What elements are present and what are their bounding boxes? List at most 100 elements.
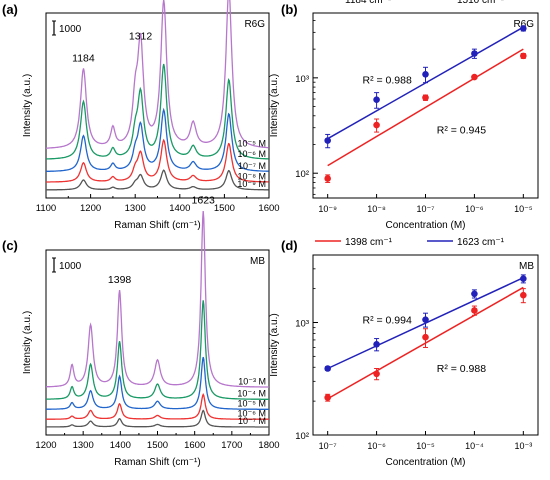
spectrum-label-0-4: 10⁻⁹ M xyxy=(237,179,266,189)
panel-label-0: (a) xyxy=(2,2,18,17)
r2-annotation-3-1: R² = 0.994 xyxy=(363,314,412,326)
peak-label-2-1: 1623 xyxy=(192,194,216,206)
data-point-1-0-1 xyxy=(373,121,380,129)
x-tick-label-1-0: 10⁻⁹ xyxy=(318,204,337,214)
spectrum-line-2-1 xyxy=(46,300,269,400)
spectrum-label-0-1: 10⁻⁶ M xyxy=(238,149,266,159)
peak-label-2-0: 1398 xyxy=(108,274,132,286)
panel-label-2: (c) xyxy=(2,238,18,253)
scale-bar-label-2: 1000 xyxy=(59,261,82,272)
spectrum-label-2-4: 10⁻⁷ M xyxy=(238,416,266,426)
scale-bar-label-0: 1000 xyxy=(59,24,82,35)
data-point-3-1-1 xyxy=(373,341,380,348)
data-point-3-0-3 xyxy=(471,307,478,314)
spectrum-label-2-2: 10⁻⁵ M xyxy=(238,398,267,408)
spectrum-label-0-2: 10⁻⁷ M xyxy=(238,161,266,171)
x-tick-label-3-3: 10⁻⁴ xyxy=(465,441,484,451)
panel-label-1: (b) xyxy=(281,2,298,17)
x-tick-label-0-2: 1300 xyxy=(125,203,146,214)
corner-label-2: MB xyxy=(250,256,265,267)
y-axis-label-3: Intensity (a.u.) xyxy=(269,313,280,376)
spectrum-label-0-0: 10⁻⁵ M xyxy=(238,138,267,148)
legend-label-3-1: 1623 cm⁻¹ xyxy=(457,237,505,248)
y-axis-label-1: Intensity (a.u.) xyxy=(269,74,280,137)
spectrum-line-2-2 xyxy=(46,356,269,410)
data-point-1-1-0 xyxy=(324,137,331,144)
x-tick-label-0-3: 1400 xyxy=(169,203,190,214)
y-axis-label-2: Intensity (a.u.) xyxy=(22,311,33,374)
plot-frame-1 xyxy=(312,12,539,199)
y-tick-label-1-0: 10² xyxy=(295,169,309,180)
data-point-1-1-4 xyxy=(520,25,527,32)
data-point-3-0-1 xyxy=(373,370,380,378)
panel-label-3: (d) xyxy=(281,238,298,253)
x-tick-label-2-5: 1700 xyxy=(221,440,242,451)
x-tick-label-2-0: 1200 xyxy=(35,440,56,451)
x-tick-label-2-4: 1600 xyxy=(184,440,205,451)
data-point-1-1-2 xyxy=(422,70,429,78)
x-axis-label-2: Raman Shift (cm⁻¹) xyxy=(114,457,200,468)
spectrum-line-0-3 xyxy=(46,138,269,183)
y-axis-label-0: Intensity (a.u.) xyxy=(22,74,33,137)
peak-label-0-1: 1312 xyxy=(129,31,153,43)
data-point-3-1-3 xyxy=(471,290,478,298)
spectrum-line-0-0 xyxy=(45,0,269,149)
legend-label-1-1: 1510 cm⁻¹ xyxy=(457,0,505,6)
x-tick-label-0-5: 1600 xyxy=(258,203,279,214)
spectrum-label-0-3: 10⁻⁸ M xyxy=(237,171,266,181)
spectrum-label-2-3: 10⁻⁶ M xyxy=(238,408,266,418)
spectrum-line-0-4 xyxy=(46,169,269,191)
corner-label-0: R6G xyxy=(244,19,265,30)
spectrum-line-2-3 xyxy=(46,393,270,420)
x-tick-label-0-4: 1500 xyxy=(214,203,235,214)
spectrum-line-2-0 xyxy=(46,211,270,388)
x-tick-label-2-2: 1400 xyxy=(110,440,131,451)
data-point-1-0-4 xyxy=(520,52,527,60)
legend-label-1-0: 1184 cm⁻¹ xyxy=(345,0,392,6)
x-tick-label-0-1: 1200 xyxy=(80,203,101,214)
data-point-1-0-0 xyxy=(324,175,331,182)
data-point-3-0-2 xyxy=(422,333,429,341)
x-tick-label-3-4: 10⁻³ xyxy=(514,441,532,451)
data-point-1-0-3 xyxy=(471,73,478,81)
x-axis-label-3: Concentration (M) xyxy=(385,457,465,468)
r2-annotation-3-0: R² = 0.988 xyxy=(437,363,486,375)
peak-label-0-0: 1184 xyxy=(72,53,95,65)
x-tick-label-3-2: 10⁻⁵ xyxy=(416,441,435,451)
spectrum-line-0-1 xyxy=(46,63,269,160)
x-tick-label-2-6: 1800 xyxy=(258,440,279,451)
data-point-3-1-2 xyxy=(422,316,429,323)
data-point-3-1-4 xyxy=(520,275,527,283)
x-tick-label-3-1: 10⁻⁶ xyxy=(367,441,386,451)
corner-label-1: R6G xyxy=(513,19,534,30)
x-tick-label-1-1: 10⁻⁸ xyxy=(367,204,386,214)
data-point-3-1-0 xyxy=(324,365,331,372)
data-point-3-0-0 xyxy=(324,394,331,401)
y-tick-label-3-1: 10³ xyxy=(295,319,309,330)
x-tick-label-1-4: 10⁻⁵ xyxy=(514,204,533,214)
x-tick-label-3-0: 10⁻⁷ xyxy=(319,441,337,451)
spectrum-label-2-1: 10⁻⁴ M xyxy=(237,389,266,399)
spectrum-line-0-2 xyxy=(45,107,269,173)
data-point-3-0-4 xyxy=(520,291,527,299)
fit-line-1-0 xyxy=(327,48,524,167)
x-axis-label-0: Raman Shift (cm⁻¹) xyxy=(114,220,200,231)
data-point-1-1-1 xyxy=(373,96,380,103)
x-tick-label-0-0: 1100 xyxy=(36,203,56,214)
r2-annotation-1-1: R² = 0.988 xyxy=(363,74,412,86)
x-tick-label-1-2: 10⁻⁷ xyxy=(416,204,434,214)
data-point-1-1-3 xyxy=(471,50,478,57)
spectrum-line-2-4 xyxy=(46,409,269,428)
r2-annotation-1-0: R² = 0.945 xyxy=(437,124,486,136)
x-tick-label-2-3: 1500 xyxy=(147,440,168,451)
x-axis-label-1: Concentration (M) xyxy=(385,220,465,231)
spectrum-label-2-0: 10⁻³ M xyxy=(238,376,266,386)
y-tick-label-3-0: 10² xyxy=(295,431,309,442)
data-point-1-0-2 xyxy=(422,94,429,101)
x-tick-label-1-3: 10⁻⁶ xyxy=(465,204,484,214)
x-tick-label-2-1: 1300 xyxy=(73,440,94,451)
legend-label-3-0: 1398 cm⁻¹ xyxy=(345,237,393,248)
corner-label-3: MB xyxy=(519,261,534,272)
y-tick-label-1-1: 10³ xyxy=(295,74,309,85)
